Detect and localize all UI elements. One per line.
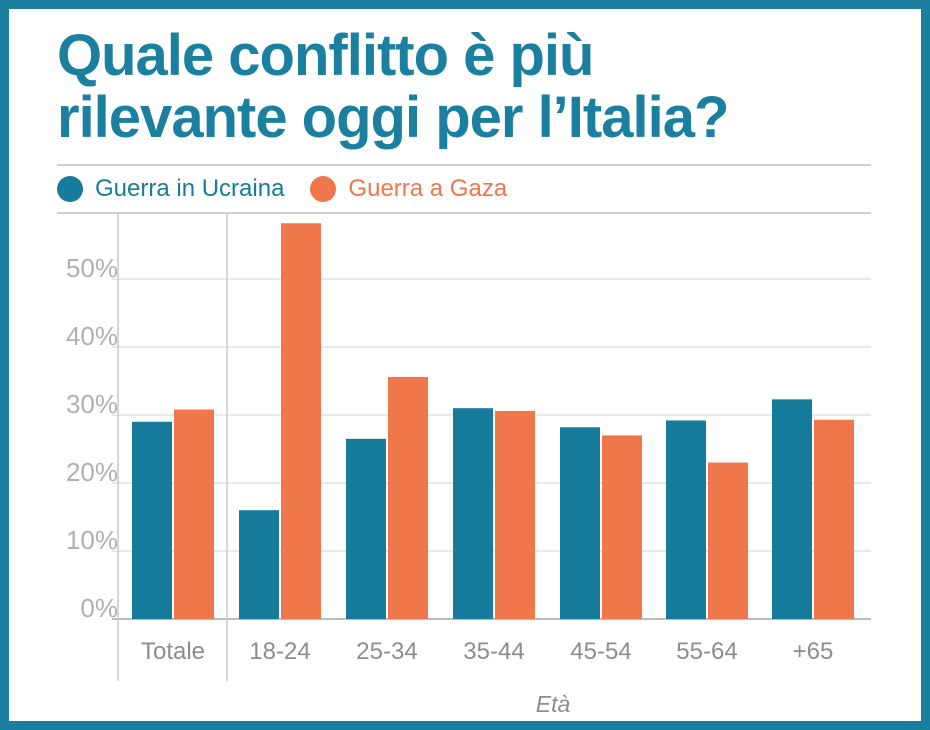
legend-swatch-gaza — [310, 176, 337, 202]
y-tick-label: 10% — [66, 525, 118, 555]
title-line-1: Quale conflitto è più — [57, 23, 594, 88]
bar-ucraina — [132, 421, 172, 619]
bar-gaza — [495, 410, 535, 619]
legend-item-ucraina: Guerra in Ucraina — [57, 175, 284, 203]
x-tick-label: Totale — [141, 638, 205, 665]
bar-gaza — [388, 376, 428, 619]
legend-item-gaza: Guerra a Gaza — [310, 175, 507, 203]
legend: Guerra in Ucraina Guerra a Gaza — [57, 175, 533, 203]
bar-ucraina — [560, 427, 600, 619]
y-tick-label: 20% — [66, 457, 118, 487]
legend-swatch-ucraina — [57, 176, 83, 202]
x-tick-label: 18-24 — [249, 638, 310, 665]
bar-chart: 0% 10% 20% 30% 40% 50% Totale 18-24 25-34 35-44 45… — [57, 164, 871, 717]
x-tick-label: +65 — [793, 638, 834, 665]
y-tick-label: 50% — [66, 253, 118, 283]
bar-gaza — [602, 435, 642, 619]
bar-ucraina — [346, 438, 386, 619]
bar-gaza — [281, 223, 321, 620]
legend-label-ucraina: Guerra in Ucraina — [95, 175, 285, 202]
bar-gaza — [708, 462, 748, 619]
bar-gaza — [814, 419, 854, 619]
title-line-2: rilevante oggi per l’Italia? — [57, 85, 729, 150]
bar-ucraina — [772, 399, 812, 619]
bar-gaza — [174, 409, 214, 619]
chart-title: Quale conflitto è più rilevante oggi per… — [57, 23, 729, 150]
y-tick-label: 0% — [80, 593, 118, 623]
bar-ucraina — [239, 510, 279, 619]
bar-ucraina — [666, 420, 706, 619]
y-tick-label: 30% — [66, 389, 118, 419]
legend-label-gaza: Guerra a Gaza — [348, 175, 508, 202]
y-tick-label: 40% — [66, 321, 118, 351]
x-tick-label: 45-54 — [570, 638, 631, 665]
x-tick-label: 25-34 — [356, 638, 417, 665]
x-axis-label: Età — [536, 691, 571, 717]
x-tick-label: 55-64 — [676, 638, 737, 665]
bar-ucraina — [453, 408, 493, 619]
x-tick-label: 35-44 — [463, 638, 524, 665]
chart-frame: Quale conflitto è più rilevante oggi per… — [9, 9, 921, 721]
